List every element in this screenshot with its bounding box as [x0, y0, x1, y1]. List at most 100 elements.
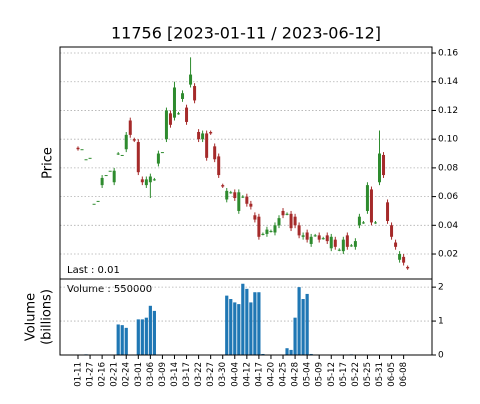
candle-body — [164, 110, 168, 140]
y-tick-label: 0.04 — [438, 221, 458, 231]
candle-body — [406, 266, 410, 269]
candle-body — [313, 235, 317, 237]
candle-body — [128, 120, 132, 135]
candle-body — [345, 235, 349, 247]
volume-bar — [289, 349, 293, 355]
candle-body — [261, 233, 265, 235]
candle-body — [189, 74, 193, 85]
candle-body — [104, 175, 108, 177]
candle-body — [172, 87, 176, 118]
candle-body — [293, 216, 297, 226]
x-tick-label: 03-09 — [158, 362, 168, 387]
candle-body — [92, 203, 96, 205]
candle-body — [398, 254, 402, 260]
candle-body — [88, 157, 92, 159]
candle-body — [297, 225, 301, 236]
volume-axis-label: Volume — [24, 293, 39, 341]
candle-body — [140, 179, 144, 183]
candle-body — [156, 153, 160, 164]
candle-body — [289, 213, 293, 229]
y-tick-label: 0.16 — [438, 49, 458, 59]
volume-axis-label: (billions) — [40, 289, 55, 345]
candle-body — [382, 154, 386, 176]
last-annotation: Last : 0.01 — [67, 265, 120, 276]
candle-body — [152, 179, 156, 181]
volume-bar — [148, 305, 152, 355]
candle-body — [185, 107, 189, 122]
candle-body — [160, 152, 164, 154]
candle-body — [373, 222, 377, 224]
candle-body — [76, 147, 80, 150]
y-tick-label: 0.10 — [438, 135, 458, 145]
candle-body — [80, 149, 84, 151]
candle-body — [265, 229, 269, 234]
x-tick-label: 06-05 — [387, 362, 397, 387]
candle-body — [209, 131, 213, 134]
candle-body — [221, 185, 225, 187]
volume-bar — [229, 299, 233, 355]
x-tick-label: 02-21 — [110, 362, 120, 387]
candle-body — [337, 249, 341, 251]
candle-body — [257, 216, 261, 237]
x-tick-label: 05-17 — [339, 362, 349, 387]
volume-bar — [241, 283, 245, 355]
candle-body — [201, 133, 205, 140]
candle-body — [144, 179, 148, 186]
x-tick-label: 03-14 — [170, 362, 180, 387]
candle-body — [394, 242, 398, 247]
candle-body — [361, 222, 365, 224]
y-tick-label: 0.06 — [438, 192, 458, 202]
candle-body — [317, 235, 321, 240]
volume-bar — [257, 292, 261, 355]
candle-body — [325, 235, 329, 242]
volume-bar — [136, 319, 140, 355]
candle-body — [277, 218, 281, 226]
candle-body — [197, 131, 201, 140]
candle-body — [305, 232, 309, 240]
candle-body — [365, 185, 369, 211]
candle-body — [402, 256, 406, 263]
x-tick-label: 02-24 — [122, 362, 132, 387]
x-tick-label: 05-09 — [315, 362, 325, 387]
x-tick-label: 06-08 — [399, 362, 409, 387]
candle-body — [321, 238, 325, 240]
candle-body — [237, 192, 241, 211]
candle-body — [205, 133, 209, 158]
volume-bar — [225, 295, 229, 355]
candle-body — [245, 196, 249, 204]
x-tick-label: 05-31 — [375, 362, 385, 387]
x-tick-label: 02-16 — [98, 362, 108, 387]
x-tick-label: 04-28 — [291, 362, 301, 387]
x-tick-label: 03-06 — [146, 362, 156, 387]
volume-bar — [140, 319, 144, 355]
volume-bar — [237, 304, 241, 355]
volume-bar — [116, 324, 120, 355]
candle-body — [116, 153, 120, 155]
x-tick-label: 01-11 — [74, 362, 84, 387]
volume-bar — [253, 292, 257, 355]
x-tick-label: 03-27 — [206, 362, 216, 387]
candle-body — [241, 196, 245, 198]
volume-bar — [293, 317, 297, 355]
y-tick-label: 0.02 — [438, 250, 458, 260]
volume-bar — [233, 302, 237, 355]
candle-body — [100, 177, 104, 186]
candle-body — [353, 241, 357, 247]
candle-body — [386, 202, 390, 221]
x-tick-label: 03-30 — [218, 362, 228, 387]
volume-bar — [120, 325, 124, 355]
chart-title: 11756 [2023-01-11 / 2023-06-12] — [111, 24, 381, 43]
candle-body — [285, 213, 289, 215]
x-tick-label: 03-17 — [182, 362, 192, 387]
candle-body — [341, 239, 345, 252]
x-tick-label: 05-25 — [363, 362, 373, 387]
candle-body — [229, 192, 233, 194]
x-tick-label: 01-27 — [86, 362, 96, 387]
candle-body — [124, 134, 128, 150]
candle-body — [269, 231, 273, 233]
candle-body — [309, 236, 313, 244]
x-tick-label: 05-04 — [303, 362, 313, 387]
y-tick-label: 0 — [438, 351, 444, 361]
candle-body — [225, 190, 229, 200]
